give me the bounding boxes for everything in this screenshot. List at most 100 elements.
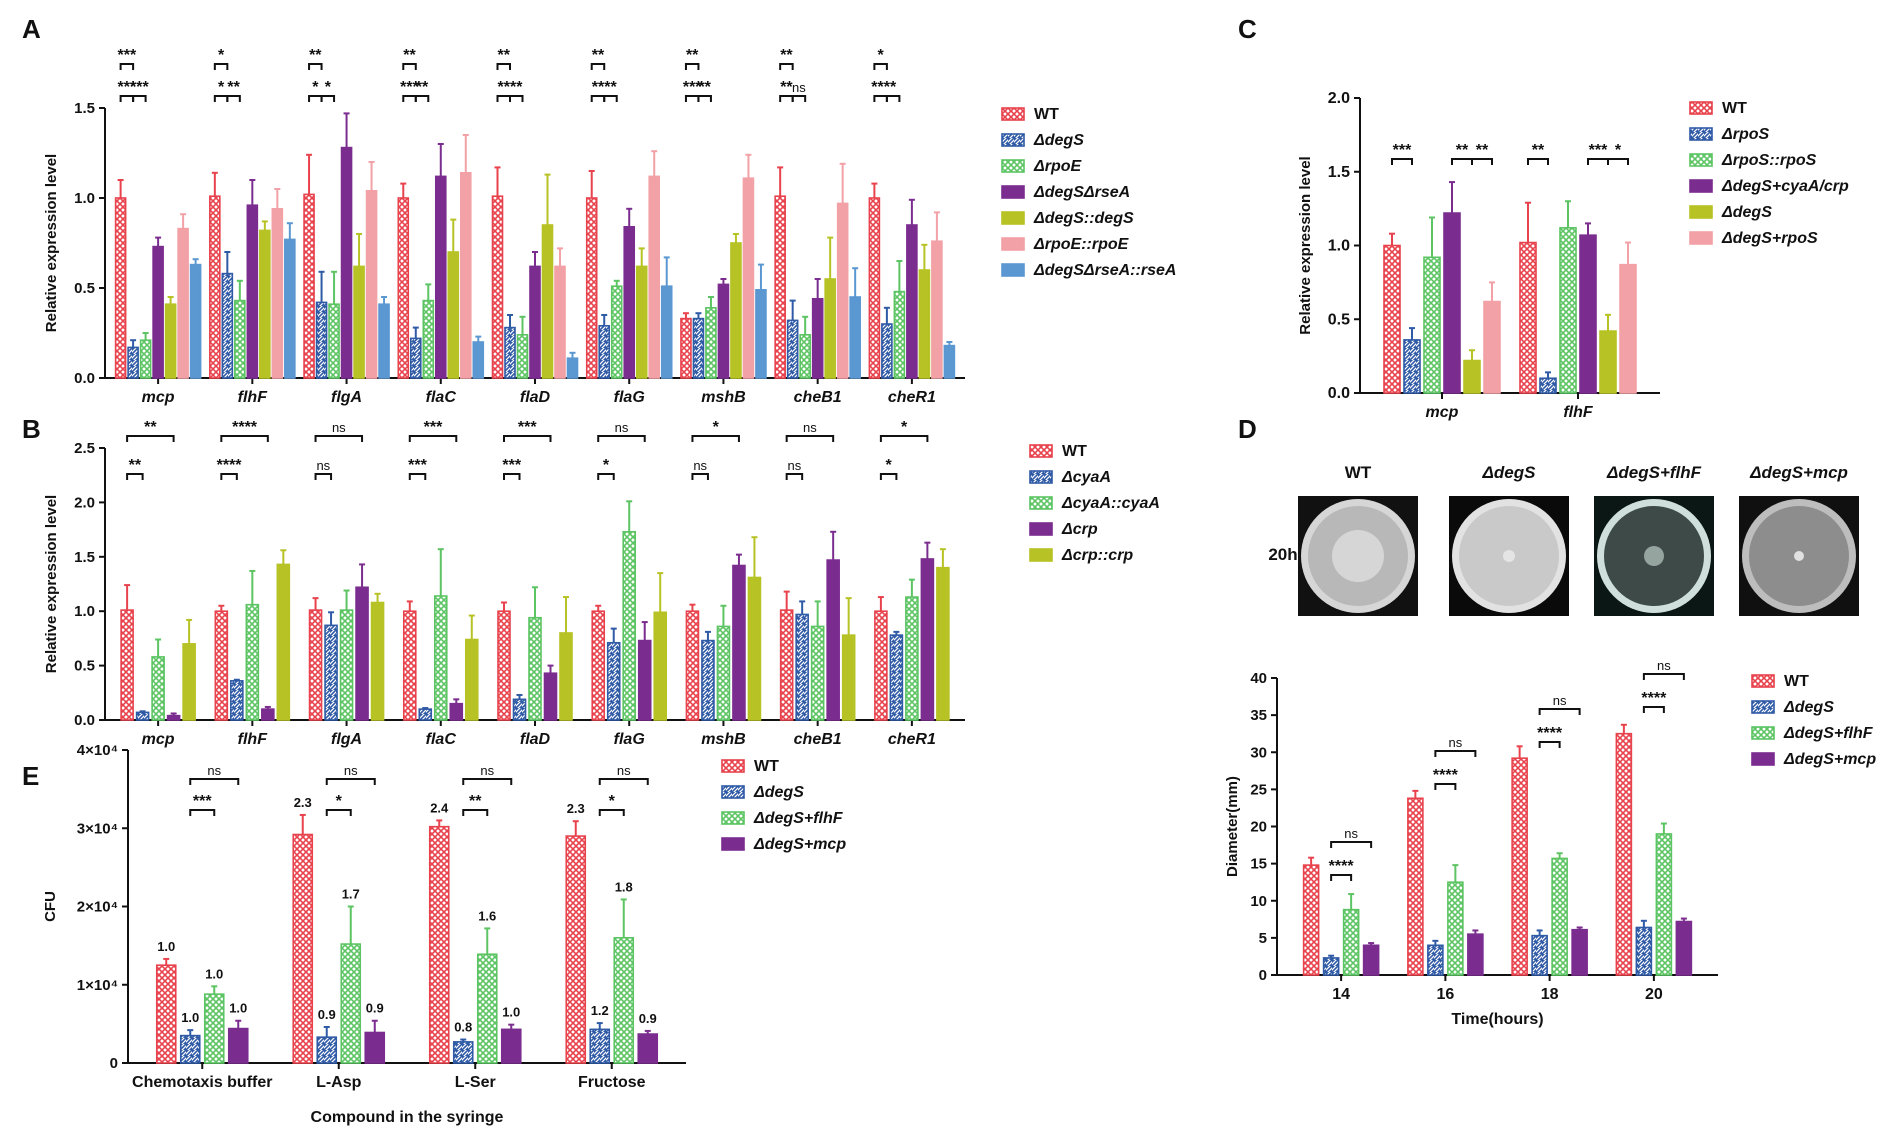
significance-label: ****	[217, 457, 243, 474]
y-tick-label: 1.0	[1328, 238, 1350, 255]
bar	[637, 1033, 659, 1064]
bar	[209, 195, 221, 379]
panel-A: 0.0 0.5 1.0 1.5 Relative expression level mcp…	[43, 47, 965, 406]
legend-swatch	[1689, 153, 1713, 167]
data-label: 1.6	[478, 908, 496, 923]
significance-bracket	[213, 95, 229, 102]
bar	[635, 265, 648, 379]
bar	[849, 296, 861, 379]
bar	[284, 238, 296, 379]
bar	[271, 208, 284, 379]
significance-bracket	[779, 63, 794, 70]
bar	[230, 680, 244, 721]
significance-label: ns	[788, 458, 802, 473]
data-label: 2.3	[567, 801, 585, 816]
significance-label: ***	[424, 419, 443, 436]
y-tick-label: 1.0	[74, 603, 95, 620]
bar	[151, 656, 165, 721]
significance-bracket	[779, 95, 794, 102]
panel-label-A: A	[22, 14, 41, 44]
significance-bracket	[873, 95, 888, 102]
significance-label: ns	[693, 458, 707, 473]
bar	[799, 333, 811, 379]
bar	[516, 333, 529, 379]
bar	[566, 357, 579, 379]
x-tick-label: mcp	[142, 731, 175, 748]
significance-bracket	[496, 63, 511, 70]
significance-bracket	[697, 95, 712, 102]
bar	[152, 245, 164, 379]
bar	[868, 197, 881, 379]
significance-bracket	[590, 63, 606, 70]
bar	[810, 625, 825, 721]
bar	[881, 323, 893, 379]
x-tick-label: Chemotaxis buffer	[132, 1074, 272, 1091]
significance-label: ns	[1344, 826, 1358, 841]
y-tick-label: 5	[1259, 930, 1267, 947]
significance-bracket	[325, 778, 376, 785]
significance-bracket	[1538, 741, 1561, 748]
legend: WTΔdegSΔrpoEΔdegSΔrseAΔdegS::degSΔrpoE::…	[1001, 106, 1176, 279]
legend-entry: ΔrpoE	[1033, 158, 1083, 175]
significance-bracket	[126, 435, 175, 442]
x-axis-label: Time(hours)	[1451, 1011, 1543, 1028]
x-tick-label: 16	[1436, 986, 1454, 1003]
y-tick-label: 20	[1250, 819, 1267, 836]
legend-entry: ΔdegS::degS	[1033, 210, 1134, 227]
bar	[613, 936, 635, 1064]
bar	[585, 197, 598, 379]
bar	[234, 299, 246, 379]
significance-bracket	[226, 95, 241, 102]
colony-spot	[1503, 550, 1515, 562]
photo-label: ΔdegS+mcp	[1749, 463, 1848, 482]
legend-entry: WT	[1722, 100, 1747, 117]
significance-label: **	[403, 47, 416, 64]
bar	[701, 639, 715, 721]
bar	[1407, 797, 1424, 976]
x-tick-label: mcp	[1426, 404, 1459, 421]
significance-label: **	[592, 47, 605, 64]
bar	[591, 610, 606, 721]
legend-entry: ΔdegS+flhF	[753, 810, 844, 827]
legend-swatch	[1689, 127, 1713, 141]
significance-label: *	[713, 419, 720, 436]
significance-label: ***	[408, 457, 427, 474]
significance-label: ns	[803, 420, 817, 435]
photo-label: WT	[1345, 463, 1372, 482]
bar	[276, 563, 291, 721]
significance-bracket	[509, 95, 524, 102]
bar	[476, 953, 498, 1064]
bar	[166, 714, 181, 721]
significance-bracket	[1391, 158, 1413, 165]
figure-layer: A 0.0 0.5 1.0 1.5 Relative expression level mc…	[22, 14, 1876, 1126]
significance-label: ***	[683, 79, 702, 96]
x-tick-label: flaC	[426, 731, 457, 748]
legend-swatch	[1751, 726, 1775, 740]
bar	[324, 624, 338, 721]
bar	[182, 643, 196, 721]
data-label: 1.0	[229, 1001, 247, 1016]
bar	[622, 530, 637, 721]
significance-label: **	[780, 47, 793, 64]
panel-label-D: D	[1238, 414, 1257, 444]
x-tick-label: mcp	[142, 389, 175, 406]
bar	[339, 609, 354, 721]
significance-bracket	[684, 95, 700, 102]
significance-label: **	[129, 457, 142, 474]
bar	[716, 625, 731, 721]
bar	[742, 177, 755, 379]
panel-label-C: C	[1238, 14, 1257, 44]
y-tick-label: 1.5	[74, 549, 95, 566]
significance-label: **	[309, 47, 322, 64]
x-tick-label: L-Asp	[316, 1074, 362, 1091]
significance-bracket	[684, 63, 700, 70]
legend-entry: WT	[754, 758, 779, 775]
bar	[1619, 263, 1637, 394]
significance-bracket	[1642, 706, 1665, 713]
bar	[543, 672, 558, 721]
significance-label: *	[878, 47, 885, 64]
panel-label-E: E	[22, 761, 39, 791]
significance-bracket	[1330, 874, 1353, 881]
y-tick-label: 0.5	[1328, 311, 1350, 328]
bar	[428, 825, 450, 1064]
